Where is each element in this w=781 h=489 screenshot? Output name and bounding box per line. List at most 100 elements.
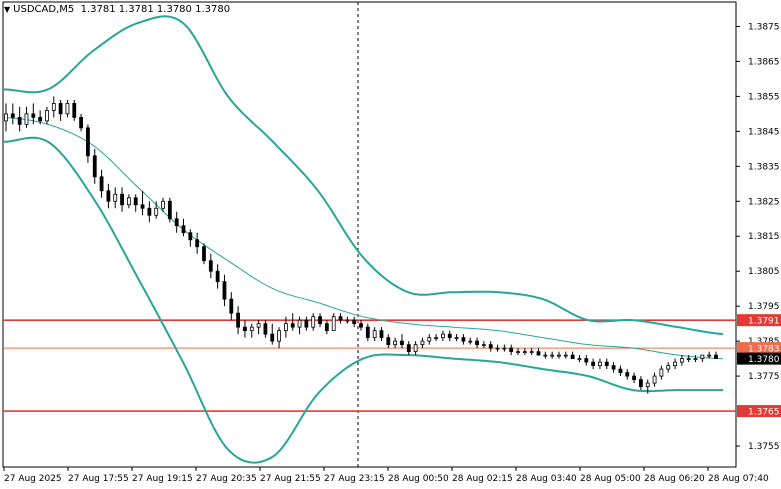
candle-body xyxy=(359,323,363,328)
candle-body xyxy=(673,361,677,367)
chart-header: ▼ USDCAD,M5 1.3781 1.3781 1.3780 1.3780 xyxy=(4,3,230,16)
candle-body xyxy=(243,326,247,332)
candle-body xyxy=(79,116,83,129)
last-price-label: 1.3780 xyxy=(748,355,780,365)
candle-body xyxy=(365,326,370,339)
candle-body xyxy=(17,116,22,125)
candle-body xyxy=(591,361,596,367)
candle-body xyxy=(106,190,111,202)
candle-body xyxy=(208,260,213,272)
candle-body xyxy=(557,354,561,357)
candle-body xyxy=(45,109,49,122)
plot-frame xyxy=(2,1,737,468)
candle-body xyxy=(543,354,548,357)
candle-body xyxy=(58,102,63,115)
candle-body xyxy=(133,197,138,206)
candle-body xyxy=(229,298,234,314)
candle-body xyxy=(536,351,541,356)
candle-body xyxy=(714,354,718,360)
candle-body xyxy=(10,113,15,118)
x-tick-label: 28 Aug 02:15 xyxy=(452,474,513,484)
y-tick-label: 1.3755 xyxy=(748,442,780,452)
candle-body xyxy=(256,323,261,328)
candle-body xyxy=(277,330,281,342)
y-tick-label: 1.3835 xyxy=(748,162,780,172)
x-tick-label: 27 Aug 20:35 xyxy=(196,474,257,484)
candle-body xyxy=(270,333,275,342)
x-tick-label: 28 Aug 07:40 xyxy=(708,474,769,484)
candle-body xyxy=(516,351,520,354)
level-price-label: 1.3791 xyxy=(748,317,780,327)
candle-body xyxy=(645,382,650,387)
candle-body xyxy=(509,347,514,353)
candle-body xyxy=(406,344,411,353)
candle-body xyxy=(639,379,643,387)
candle-body xyxy=(338,316,343,321)
x-tick-label: 28 Aug 06:20 xyxy=(644,474,705,484)
x-tick-label: 28 Aug 00:50 xyxy=(388,474,449,484)
candle-body xyxy=(72,102,77,118)
candle-body xyxy=(522,351,527,354)
candle-body xyxy=(502,347,507,350)
candle-body xyxy=(263,323,268,335)
candle-body xyxy=(181,225,186,234)
candle-body xyxy=(249,326,254,332)
triangle-down-icon[interactable]: ▼ xyxy=(4,5,11,14)
candle-body xyxy=(188,232,193,241)
candle-body xyxy=(386,337,391,346)
candle-body xyxy=(611,365,616,370)
candle-body xyxy=(707,354,712,357)
candle-body xyxy=(584,358,589,363)
candle-body xyxy=(174,218,179,227)
candle-body xyxy=(65,102,70,115)
candle-body xyxy=(468,340,473,343)
candle-body xyxy=(113,193,118,202)
candle-body xyxy=(393,340,398,346)
candle-body xyxy=(618,368,623,374)
bollinger-upper-band xyxy=(2,15,724,336)
candle-body xyxy=(598,361,602,367)
candle-body xyxy=(666,365,671,370)
candle-body xyxy=(461,337,466,342)
candle-body xyxy=(427,337,432,342)
candle-body xyxy=(86,127,90,157)
candle-body xyxy=(529,351,534,354)
candle-body xyxy=(4,113,8,122)
candle-body xyxy=(454,337,459,340)
level-price-label: 1.3783 xyxy=(748,345,780,355)
candle-body xyxy=(488,344,493,349)
candle-body xyxy=(304,319,309,328)
candle-body xyxy=(318,316,322,325)
candle-body xyxy=(92,155,97,178)
bollinger-middle-line xyxy=(2,116,724,360)
symbol-timeframe: USDCAD,M5 xyxy=(13,4,75,15)
level-price-tag xyxy=(737,405,781,418)
candle-body xyxy=(604,361,609,367)
candle-body xyxy=(24,113,29,125)
candle-body xyxy=(563,354,568,357)
candle-body xyxy=(222,281,227,300)
candle-body xyxy=(700,354,705,360)
x-tick-label: 27 Aug 19:15 xyxy=(132,474,193,484)
candle-body xyxy=(297,319,302,328)
level-price-tag xyxy=(737,342,781,355)
x-tick-label: 28 Aug 05:00 xyxy=(580,474,641,484)
candle-body xyxy=(284,323,288,332)
candle-body xyxy=(290,323,295,328)
y-tick-label: 1.3855 xyxy=(748,92,780,102)
candle-body xyxy=(345,319,350,322)
candle-body xyxy=(441,333,445,339)
candle-body xyxy=(140,204,145,209)
y-tick-label: 1.3795 xyxy=(748,302,780,312)
candle-body xyxy=(372,330,377,339)
candle-body xyxy=(693,358,698,361)
candle-body xyxy=(625,372,630,377)
candle-body xyxy=(550,354,555,357)
candle-body xyxy=(99,176,104,192)
candle-body xyxy=(51,102,56,111)
candle-body xyxy=(413,344,418,353)
candle-body xyxy=(659,368,664,377)
y-tick-label: 1.3805 xyxy=(748,267,780,277)
last-price-tag xyxy=(737,352,781,365)
